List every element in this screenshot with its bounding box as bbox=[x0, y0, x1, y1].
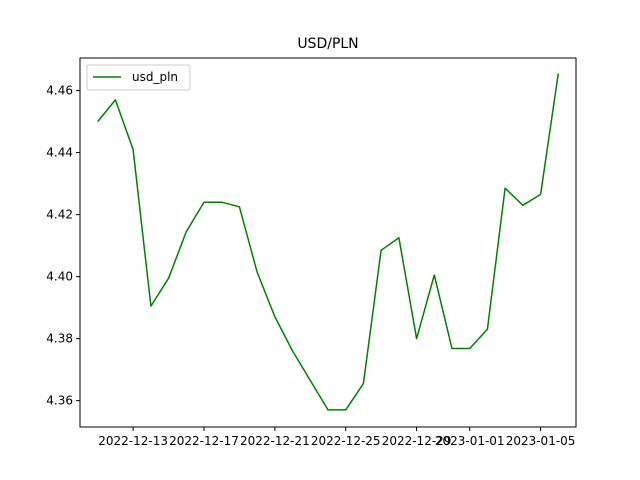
x-tick-label: 2023-01-01 bbox=[435, 434, 505, 448]
y-tick-label: 4.36 bbox=[46, 394, 73, 408]
legend: usd_pln bbox=[86, 64, 191, 91]
y-tick-label: 4.42 bbox=[46, 208, 73, 222]
x-tick-label: 2022-12-29 bbox=[382, 434, 452, 448]
x-tick-label: 2022-12-21 bbox=[240, 434, 310, 448]
x-tick-label: 2022-12-17 bbox=[169, 434, 239, 448]
plot-area bbox=[79, 57, 577, 428]
x-tick-label: 2022-12-25 bbox=[311, 434, 381, 448]
y-axis: 4.36 4.38 4.40 4.42 4.44 4.46 bbox=[46, 84, 80, 408]
series-line-usd-pln bbox=[97, 73, 560, 411]
plot-frame bbox=[79, 57, 577, 428]
y-tick-label: 4.40 bbox=[46, 270, 73, 284]
y-tick-label: 4.46 bbox=[46, 84, 73, 98]
legend-label-usd-pln: usd_pln bbox=[132, 70, 178, 84]
chart-title: USD/PLN bbox=[297, 36, 358, 52]
y-tick-label: 4.44 bbox=[46, 146, 73, 160]
x-axis: 2022-12-13 2022-12-17 2022-12-21 2022-12-25… bbox=[98, 427, 575, 448]
y-tick-label: 4.38 bbox=[46, 332, 73, 346]
x-tick-label: 2022-12-13 bbox=[98, 434, 168, 448]
series-layer bbox=[97, 73, 560, 411]
x-tick-label: 2023-01-05 bbox=[506, 434, 576, 448]
legend-box bbox=[86, 64, 191, 91]
